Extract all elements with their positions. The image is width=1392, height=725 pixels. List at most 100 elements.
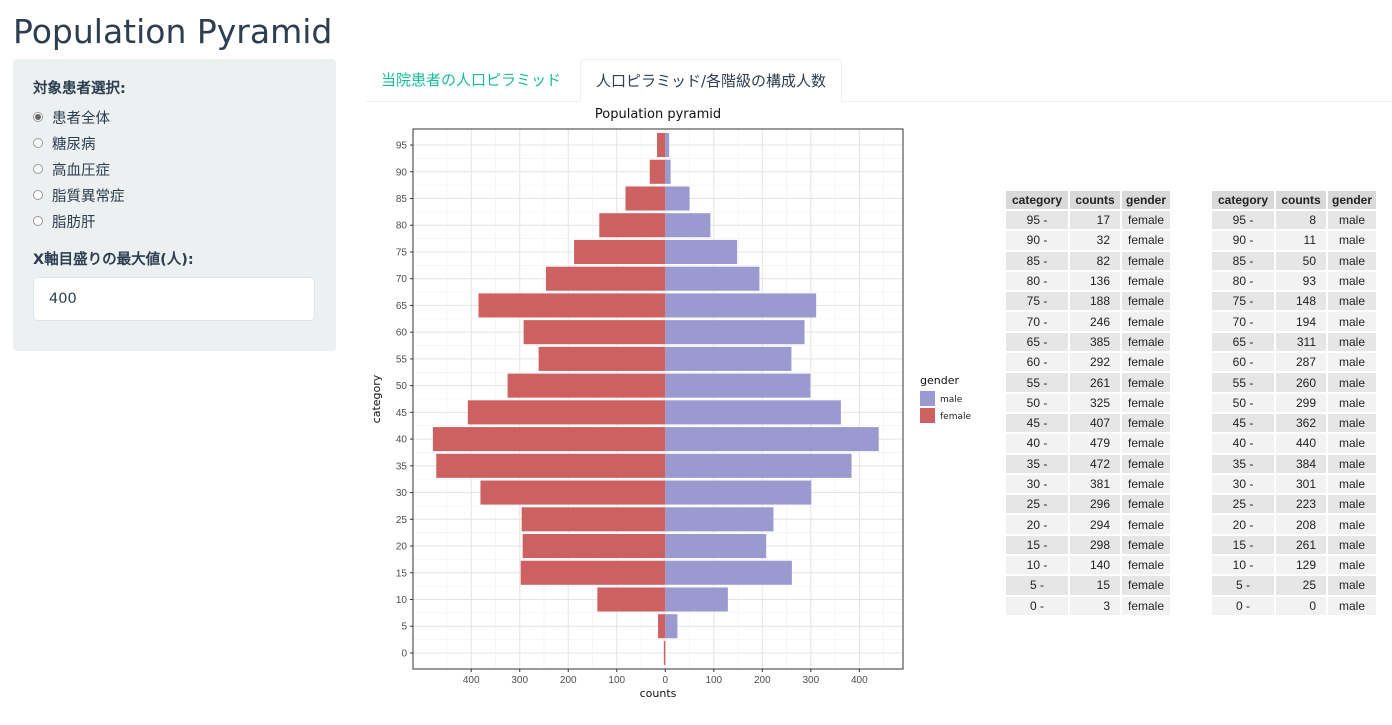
y-tick-label: 5 xyxy=(401,622,407,633)
table-row: 20 -294 female xyxy=(1006,515,1171,534)
table-header-gender: gender xyxy=(1328,191,1377,209)
table-cell-gender: female xyxy=(1122,515,1171,534)
radio-option-fatty-liver[interactable]: 脂肪肝 xyxy=(33,208,316,234)
plot-border xyxy=(412,128,904,670)
table-cell-counts: 311 xyxy=(1276,332,1326,352)
radio-unchecked-icon[interactable] xyxy=(33,138,43,148)
table-header-category: category xyxy=(1006,191,1068,209)
table-cell-counts: 385 xyxy=(1070,332,1120,352)
bar-female xyxy=(599,213,666,238)
table-cell-counts: 261 xyxy=(1070,373,1120,392)
bar-female xyxy=(663,640,666,665)
table-cell-category: 75 - xyxy=(1212,292,1274,311)
bar-male xyxy=(665,453,852,478)
table-cell-counts: 261 xyxy=(1276,535,1326,555)
table-cell-category: 95 - xyxy=(1212,211,1274,230)
table-cell-gender: male xyxy=(1328,332,1377,352)
table-cell-category: 15 - xyxy=(1006,535,1068,555)
radio-unchecked-icon[interactable] xyxy=(33,190,43,200)
table-cell-gender: female xyxy=(1122,434,1171,453)
table-cell-category: 10 - xyxy=(1212,556,1274,575)
table-cell-counts: 188 xyxy=(1070,292,1120,311)
table-row: 25 -296 female xyxy=(1006,495,1171,514)
table-cell-category: 65 - xyxy=(1006,332,1068,352)
table-cell-counts: 3 xyxy=(1070,596,1120,615)
radio-option-diabetes[interactable]: 糖尿病 xyxy=(33,130,316,156)
radio-unchecked-icon[interactable] xyxy=(33,216,43,226)
table-cell-category: 5 - xyxy=(1006,576,1068,595)
x-tick-label: 400 xyxy=(463,675,480,686)
y-tick-label: 65 xyxy=(396,301,408,312)
y-tick-label: 20 xyxy=(396,542,408,553)
x-tick-label: 300 xyxy=(511,675,528,686)
bar-female xyxy=(574,239,666,264)
table-row: 5 -15 female xyxy=(1006,576,1171,595)
radio-option-dyslipidemia[interactable]: 脂質異常症 xyxy=(33,182,316,208)
table-cell-counts: 292 xyxy=(1070,353,1120,372)
table-row: 95 -8 male xyxy=(1212,211,1377,230)
table-cell-counts: 208 xyxy=(1276,515,1326,534)
table-cell-category: 35 - xyxy=(1006,454,1068,473)
tab-pyramid-table[interactable]: 人口ピラミッド/各階級の構成人数 xyxy=(580,59,843,102)
table-cell-gender: male xyxy=(1328,556,1377,575)
bar-female xyxy=(649,159,666,184)
table-cell-counts: 301 xyxy=(1276,474,1326,494)
patient-radio-group: 患者全体 糖尿病 高血圧症 脂質異常症 脂肪肝 xyxy=(33,104,316,234)
radio-option-all[interactable]: 患者全体 xyxy=(33,104,316,130)
bar-female xyxy=(597,587,666,612)
table-cell-gender: male xyxy=(1328,535,1377,555)
table-cell-counts: 148 xyxy=(1276,292,1326,311)
table-cell-category: 0 - xyxy=(1006,596,1068,615)
y-tick-label: 10 xyxy=(396,595,408,606)
radio-checked-icon[interactable] xyxy=(33,112,43,122)
bar-male xyxy=(665,534,767,559)
bar-male xyxy=(665,373,811,398)
table-cell-category: 30 - xyxy=(1212,474,1274,494)
y-tick-label: 90 xyxy=(396,167,408,178)
table-cell-category: 35 - xyxy=(1212,454,1274,473)
legend-swatch-female xyxy=(920,408,935,423)
xmax-input[interactable] xyxy=(33,277,315,321)
table-cell-counts: 17 xyxy=(1070,211,1120,230)
table-cell-category: 40 - xyxy=(1006,434,1068,453)
y-tick-label: 75 xyxy=(396,247,408,258)
tab-clinic-pyramid[interactable]: 当院患者の人口ピラミッド xyxy=(381,71,562,89)
table-header-counts: counts xyxy=(1070,191,1120,209)
table-cell-category: 55 - xyxy=(1006,373,1068,392)
radio-label: 糖尿病 xyxy=(52,136,96,153)
table-row: 5 -25 male xyxy=(1212,576,1377,595)
table-row: 50 -299 male xyxy=(1212,393,1377,412)
table-cell-counts: 299 xyxy=(1276,393,1326,412)
y-tick-label: 25 xyxy=(396,515,408,526)
x-tick-label: 100 xyxy=(705,675,722,686)
bar-female xyxy=(523,320,666,345)
radio-unchecked-icon[interactable] xyxy=(33,164,43,174)
table-cell-gender: male xyxy=(1328,292,1377,311)
table-cell-counts: 25 xyxy=(1276,576,1326,595)
table-cell-counts: 129 xyxy=(1276,556,1326,575)
bar-male xyxy=(665,159,671,184)
table-cell-category: 90 - xyxy=(1006,231,1068,250)
table-cell-category: 20 - xyxy=(1006,515,1068,534)
table-cell-category: 60 - xyxy=(1006,353,1068,372)
table-row: 60 -287 male xyxy=(1212,353,1377,372)
female-counts-table: category counts gender 95 -17 female 90 -32 f… xyxy=(1004,189,1172,617)
table-cell-category: 80 - xyxy=(1212,271,1274,291)
bar-female xyxy=(538,346,666,371)
table-cell-category: 80 - xyxy=(1006,271,1068,291)
table-cell-gender: male xyxy=(1328,231,1377,250)
table-cell-category: 50 - xyxy=(1212,393,1274,412)
radio-option-hypertension[interactable]: 高血圧症 xyxy=(33,156,316,182)
sidebar-panel: 対象患者選択: 患者全体 糖尿病 高血圧症 脂質異常症 脂肪肝 X軸目盛りの最大… xyxy=(13,59,336,351)
table-cell-counts: 223 xyxy=(1276,495,1326,514)
tab-bar: 当院患者の人口ピラミッド 人口ピラミッド/各階級の構成人数 xyxy=(366,59,1392,102)
table-cell-gender: female xyxy=(1122,413,1171,433)
table-cell-gender: female xyxy=(1122,353,1171,372)
table-cell-category: 85 - xyxy=(1212,251,1274,270)
bar-male xyxy=(665,239,738,264)
table-cell-counts: 82 xyxy=(1070,251,1120,270)
y-axis-label: category xyxy=(370,374,383,423)
table-cell-counts: 296 xyxy=(1070,495,1120,514)
table-row: 85 -50 male xyxy=(1212,251,1377,270)
table-cell-category: 10 - xyxy=(1006,556,1068,575)
